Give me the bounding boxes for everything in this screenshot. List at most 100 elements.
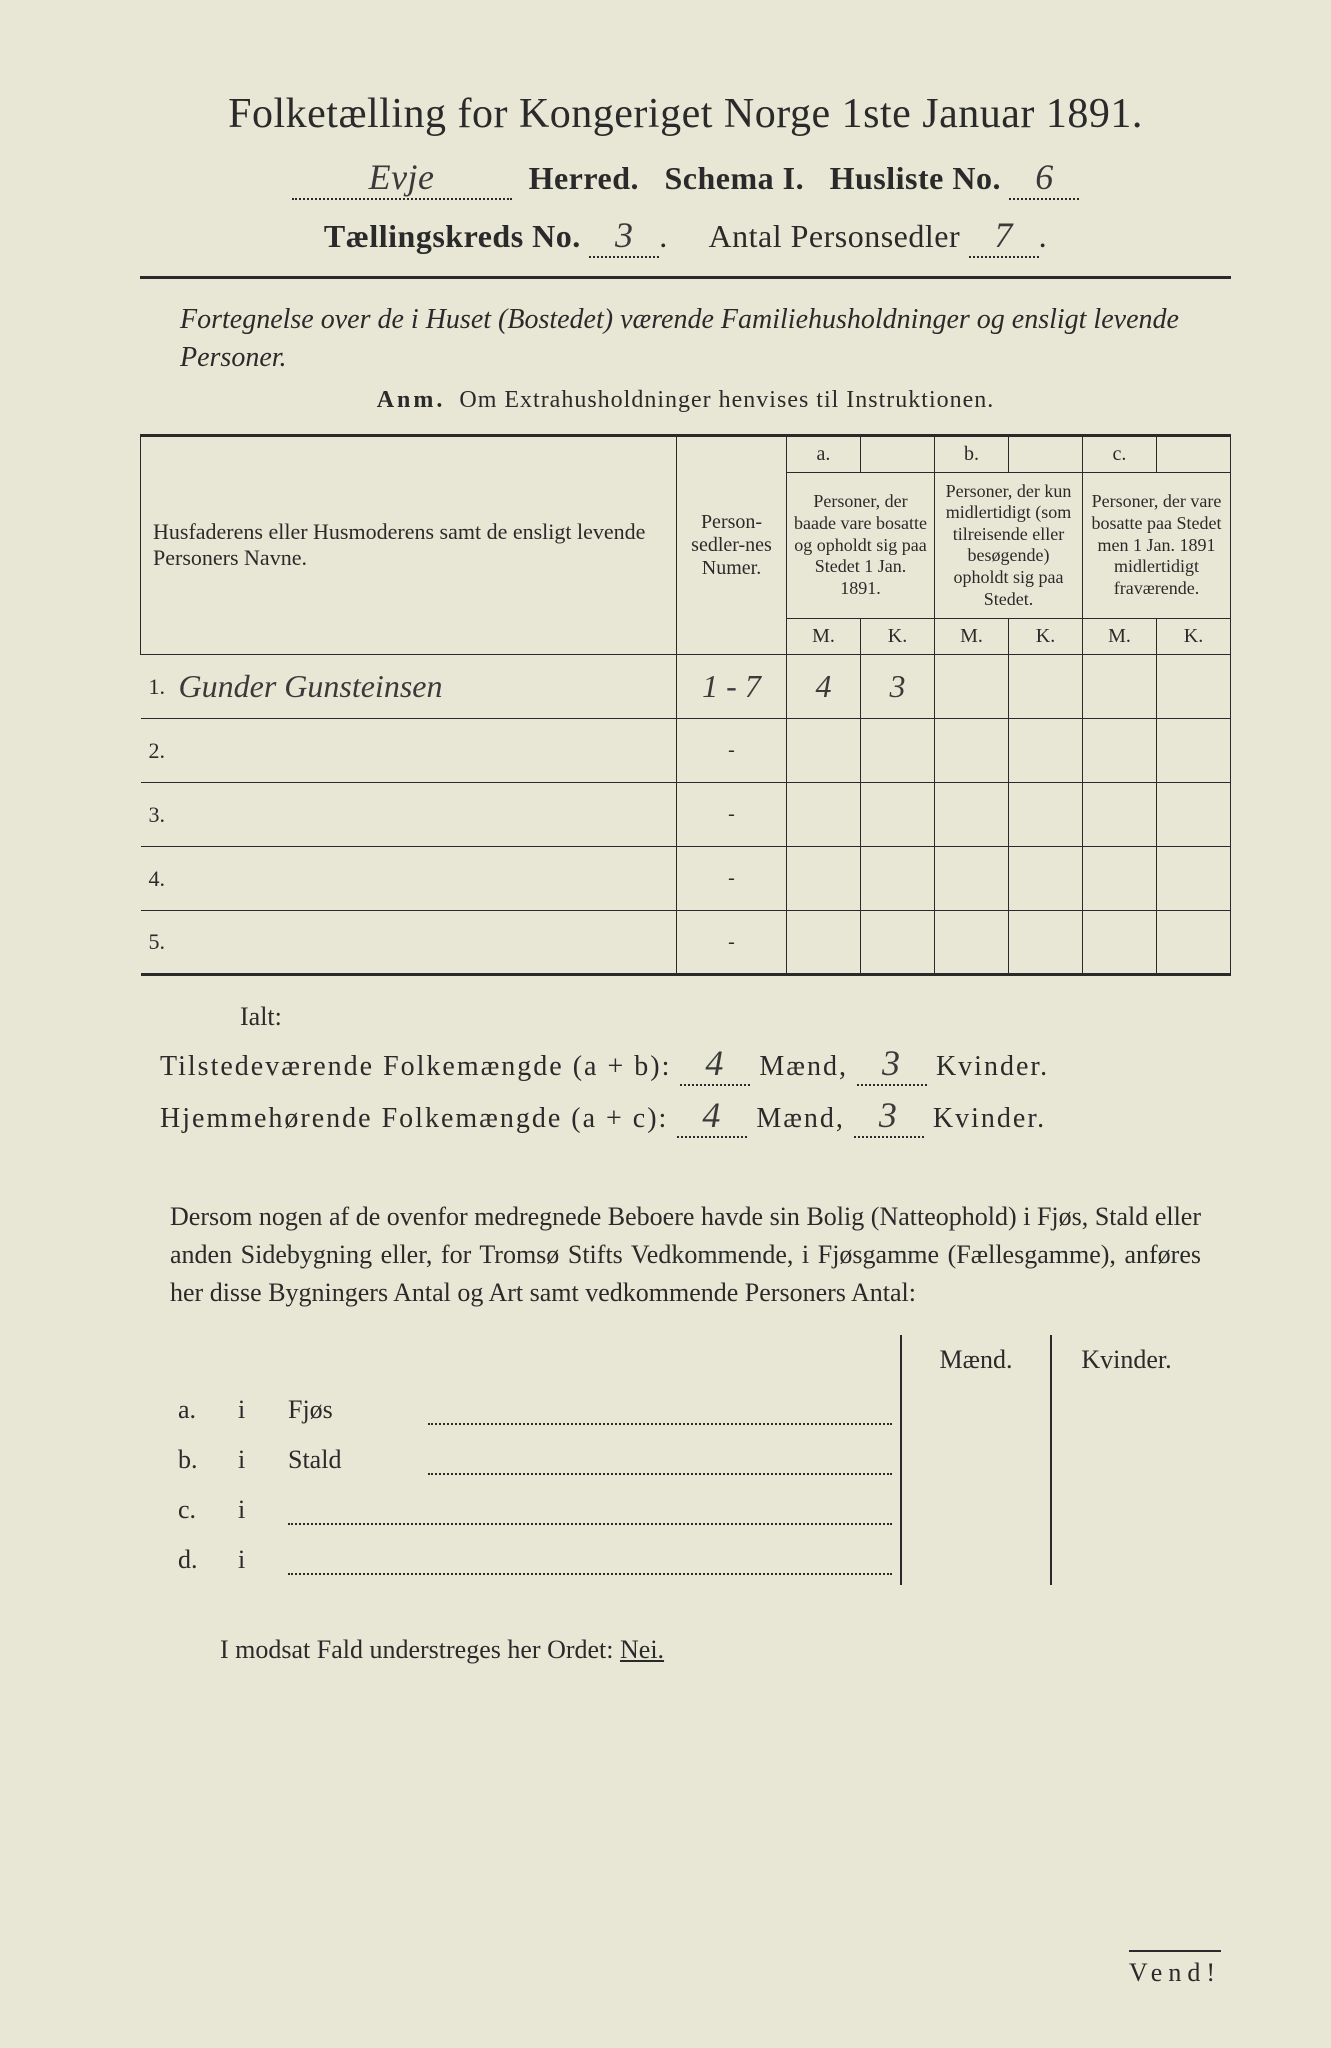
row-num: 5. (141, 911, 175, 975)
row-name (175, 847, 677, 911)
sum-line-2: Hjemmehørende Folkemængde (a + c): 4 Mæn… (160, 1094, 1231, 1138)
bld-l: d. (170, 1535, 230, 1585)
bld-row: d. i (170, 1535, 1201, 1585)
bld-kvinder-header: Kvinder. (1051, 1335, 1201, 1385)
grp-c-label2 (1157, 435, 1231, 472)
bld-i: i (230, 1485, 280, 1535)
bld-type: Stald (280, 1435, 420, 1485)
cell-a-k: 3 (890, 668, 906, 704)
dots-icon (428, 1399, 892, 1425)
a-k: K. (861, 619, 935, 655)
meta-line-2: Tællingskreds No. 3. Antal Personsedler … (140, 214, 1231, 258)
cell-b-m (935, 655, 1009, 719)
subtitle: Fortegnelse over de i Huset (Bostedet) v… (180, 301, 1211, 377)
husliste-label: Husliste No. (830, 160, 1001, 196)
cell-c-k (1157, 655, 1231, 719)
c-k: K. (1157, 619, 1231, 655)
bld-l: a. (170, 1385, 230, 1435)
kvinder-label: Kvinder. (933, 1103, 1046, 1134)
page-title: Folketælling for Kongeriget Norge 1ste J… (140, 90, 1231, 138)
maend-label: Mænd, (759, 1051, 848, 1082)
grp-c-label: c. (1083, 435, 1157, 472)
row-number: - (677, 911, 787, 975)
row-name (175, 719, 677, 783)
nei-text: I modsat Fald understreges her Ordet: (220, 1635, 614, 1664)
sum2-label: Hjemmehørende Folkemængde (a + c): (160, 1103, 668, 1134)
grp-a-text: Personer, der baade vare bosatte og opho… (787, 472, 935, 619)
grp-b-label: b. (935, 435, 1009, 472)
bld-l: b. (170, 1435, 230, 1485)
row-number: - (677, 847, 787, 911)
row-num: 4. (141, 847, 175, 911)
bld-maend-header: Mænd. (901, 1335, 1051, 1385)
bld-row: a. i Fjøs (170, 1385, 1201, 1435)
c-m: M. (1083, 619, 1157, 655)
sum1-m: 4 (680, 1042, 750, 1086)
schema-label: Schema I. (664, 160, 804, 196)
dots-icon (428, 1449, 892, 1475)
kreds-value: 3 (589, 214, 659, 258)
bld-l: c. (170, 1485, 230, 1535)
b-m: M. (935, 619, 1009, 655)
sum2-m: 4 (677, 1094, 747, 1138)
vend-label: Vend! (1129, 1950, 1221, 1988)
ialt-label: Ialt: (240, 1002, 1231, 1032)
table-row: 3. - (141, 783, 1231, 847)
row-name: Gunder Gunsteinsen (179, 668, 443, 704)
bld-row: b. i Stald (170, 1435, 1201, 1485)
subtitle-text: Fortegnelse over de i Huset (Bostedet) v… (180, 304, 1179, 373)
anm-line: Anm. Om Extrahusholdninger henvises til … (140, 387, 1231, 414)
herred-label: Herred. (529, 160, 639, 196)
personsedler-label: Antal Personsedler (708, 218, 960, 254)
nei-word: Nei. (620, 1635, 664, 1664)
bld-row: c. i (170, 1485, 1201, 1535)
row-name (175, 783, 677, 847)
anm-label: Anm. (377, 387, 446, 413)
census-table-body: 1. Gunder Gunsteinsen 1 - 7 4 3 2. - 3. … (141, 655, 1231, 975)
row-name (175, 911, 677, 975)
grp-a-label2 (861, 435, 935, 472)
herred-value: Evje (292, 156, 512, 200)
sum1-label: Tilstedeværende Folkemængde (a + b): (160, 1051, 671, 1082)
grp-a-label: a. (787, 435, 861, 472)
dots-icon (288, 1499, 892, 1525)
row-num: 3. (141, 783, 175, 847)
bld-i: i (230, 1535, 280, 1585)
b-k: K. (1009, 619, 1083, 655)
husliste-value: 6 (1009, 156, 1079, 200)
kreds-label: Tællingskreds No. (324, 218, 581, 254)
table-row: 5. - (141, 911, 1231, 975)
table-row: 1. Gunder Gunsteinsen 1 - 7 4 3 (141, 655, 1231, 719)
nei-line: I modsat Fald understreges her Ordet: Ne… (220, 1635, 1201, 1665)
sum1-k: 3 (857, 1042, 927, 1086)
building-paragraph: Dersom nogen af de ovenfor medregnede Be… (170, 1198, 1201, 1311)
bld-i: i (230, 1385, 280, 1435)
census-table: Husfaderens eller Husmoderens samt de en… (140, 434, 1231, 977)
grp-b-label2 (1009, 435, 1083, 472)
table-row: 4. - (141, 847, 1231, 911)
cell-c-m (1083, 655, 1157, 719)
sum2-k: 3 (854, 1094, 924, 1138)
dots-icon (288, 1549, 892, 1575)
col-names-header: Husfaderens eller Husmoderens samt de en… (141, 435, 677, 655)
cell-a-m: 4 (816, 668, 832, 704)
meta-line-1: Evje Herred. Schema I. Husliste No. 6 (140, 156, 1231, 200)
row-num: 2. (141, 719, 175, 783)
grp-c-text: Personer, der vare bosatte paa Stedet me… (1083, 472, 1231, 619)
row-number: - (677, 719, 787, 783)
row-number: 1 - 7 (702, 668, 761, 704)
col-number-header: Person-sedler-nes Numer. (677, 435, 787, 655)
a-m: M. (787, 619, 861, 655)
divider (140, 276, 1231, 279)
bld-type: Fjøs (280, 1385, 420, 1435)
bld-i: i (230, 1435, 280, 1485)
personsedler-value: 7 (969, 214, 1039, 258)
cell-b-k (1009, 655, 1083, 719)
maend-label: Mænd, (756, 1103, 845, 1134)
table-row: 2. - (141, 719, 1231, 783)
grp-b-text: Personer, der kun midlertidigt (som tilr… (935, 472, 1083, 619)
row-num: 1. (141, 655, 175, 719)
kvinder-label: Kvinder. (936, 1051, 1049, 1082)
sum-line-1: Tilstedeværende Folkemængde (a + b): 4 M… (160, 1042, 1231, 1086)
anm-text: Om Extrahusholdninger henvises til Instr… (459, 387, 994, 413)
